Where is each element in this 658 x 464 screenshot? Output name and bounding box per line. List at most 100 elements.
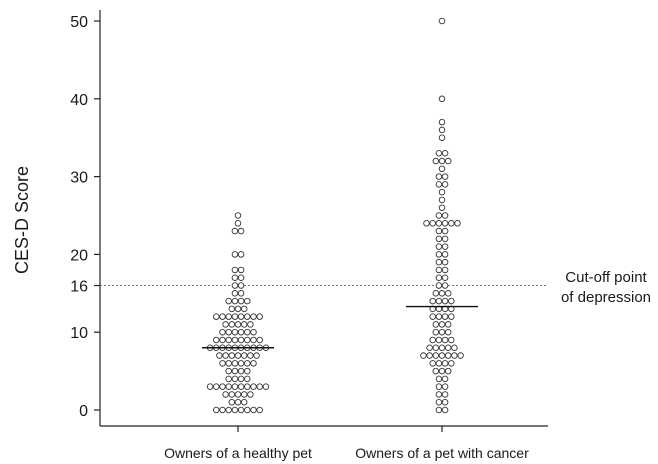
- data-point: [435, 266, 443, 274]
- y-axis-ticks: 0 10 16 20 30 40 50: [70, 14, 100, 420]
- data-point: [441, 227, 449, 235]
- data-point: [231, 251, 239, 258]
- median-lines: [202, 305, 478, 349]
- data-point: [247, 321, 254, 328]
- data-point: [429, 313, 436, 320]
- data-point: [244, 297, 251, 305]
- y-tick-label: 30: [70, 170, 88, 187]
- data-point: [225, 383, 232, 390]
- data-point: [451, 344, 458, 352]
- data-point: [213, 383, 220, 390]
- data-point: [231, 367, 239, 375]
- data-point: [441, 297, 449, 305]
- data-point: [256, 336, 263, 344]
- data-point: [438, 118, 446, 126]
- data-point: [435, 282, 443, 289]
- data-point: [435, 375, 443, 383]
- data-point: [231, 290, 239, 297]
- data-point: [435, 313, 443, 320]
- data-point: [441, 181, 449, 188]
- data-point: [250, 313, 257, 320]
- data-point: [231, 227, 239, 235]
- data-point: [240, 321, 248, 328]
- data-point: [429, 297, 436, 305]
- data-point: [231, 297, 239, 305]
- data-point: [438, 126, 446, 134]
- data-point: [441, 375, 449, 383]
- data-point: [435, 220, 443, 227]
- cutoff-label-line1: Cut-off point: [565, 269, 647, 286]
- data-point: [438, 157, 446, 165]
- data-point: [231, 313, 239, 320]
- data-point: [448, 297, 455, 305]
- data-point: [237, 375, 245, 383]
- data-point: [234, 220, 242, 227]
- data-point: [240, 398, 248, 406]
- data-point: [237, 266, 245, 274]
- data-point: [429, 220, 436, 227]
- data-point: [237, 336, 245, 344]
- data-point: [237, 251, 245, 258]
- data-point: [441, 391, 449, 398]
- data-point: [234, 321, 242, 328]
- data-point: [219, 360, 226, 367]
- data-point: [444, 321, 452, 328]
- data-point: [219, 336, 226, 344]
- data-point: [237, 282, 245, 289]
- data-point: [247, 391, 254, 398]
- data-point: [253, 352, 260, 359]
- data-point: [435, 235, 443, 243]
- x-category-label: Owners of a healthy pet: [164, 445, 312, 461]
- data-point: [435, 258, 443, 266]
- data-point: [441, 360, 449, 367]
- cutoff-label-line2: of depression: [561, 289, 651, 306]
- data-point: [237, 313, 245, 320]
- data-point: [237, 328, 245, 336]
- y-axis-label: CES-D Score: [12, 166, 32, 274]
- data-point: [441, 150, 449, 157]
- data-point: [240, 391, 248, 398]
- data-point: [237, 274, 245, 281]
- data-point: [231, 274, 239, 281]
- data-point: [228, 391, 236, 398]
- data-point: [237, 360, 245, 367]
- data-point: [438, 344, 446, 352]
- data-point: [244, 383, 251, 390]
- data-point: [438, 95, 446, 103]
- y-tick-label: 16: [70, 279, 88, 296]
- data-point: [206, 383, 214, 390]
- data-point: [247, 352, 254, 359]
- data-point: [219, 328, 226, 336]
- data-point: [225, 297, 232, 305]
- data-point: [435, 274, 443, 281]
- data-point: [231, 375, 239, 383]
- data-point: [435, 360, 443, 367]
- data-point: [435, 398, 443, 406]
- data-point: [435, 243, 443, 250]
- data-point: [228, 321, 236, 328]
- data-point: [244, 367, 251, 375]
- data-point: [426, 344, 433, 352]
- data-point: [448, 313, 455, 320]
- data-point: [435, 227, 443, 235]
- data-point: [225, 360, 232, 367]
- data-point: [441, 406, 449, 414]
- data-point: [435, 212, 443, 219]
- data-point: [228, 305, 236, 313]
- data-point: [225, 336, 232, 344]
- data-point: [237, 297, 245, 305]
- data-point: [438, 367, 446, 375]
- data-point: [228, 352, 236, 359]
- data-point: [438, 196, 446, 204]
- data-point: [438, 328, 446, 336]
- axes: [99, 10, 548, 427]
- data-point: [438, 352, 446, 359]
- data-point: [240, 352, 248, 359]
- data-point: [441, 336, 449, 344]
- data-point: [441, 383, 449, 390]
- data-point: [432, 352, 440, 359]
- data-point: [432, 321, 440, 328]
- data-point: [435, 150, 443, 157]
- data-point: [250, 360, 257, 367]
